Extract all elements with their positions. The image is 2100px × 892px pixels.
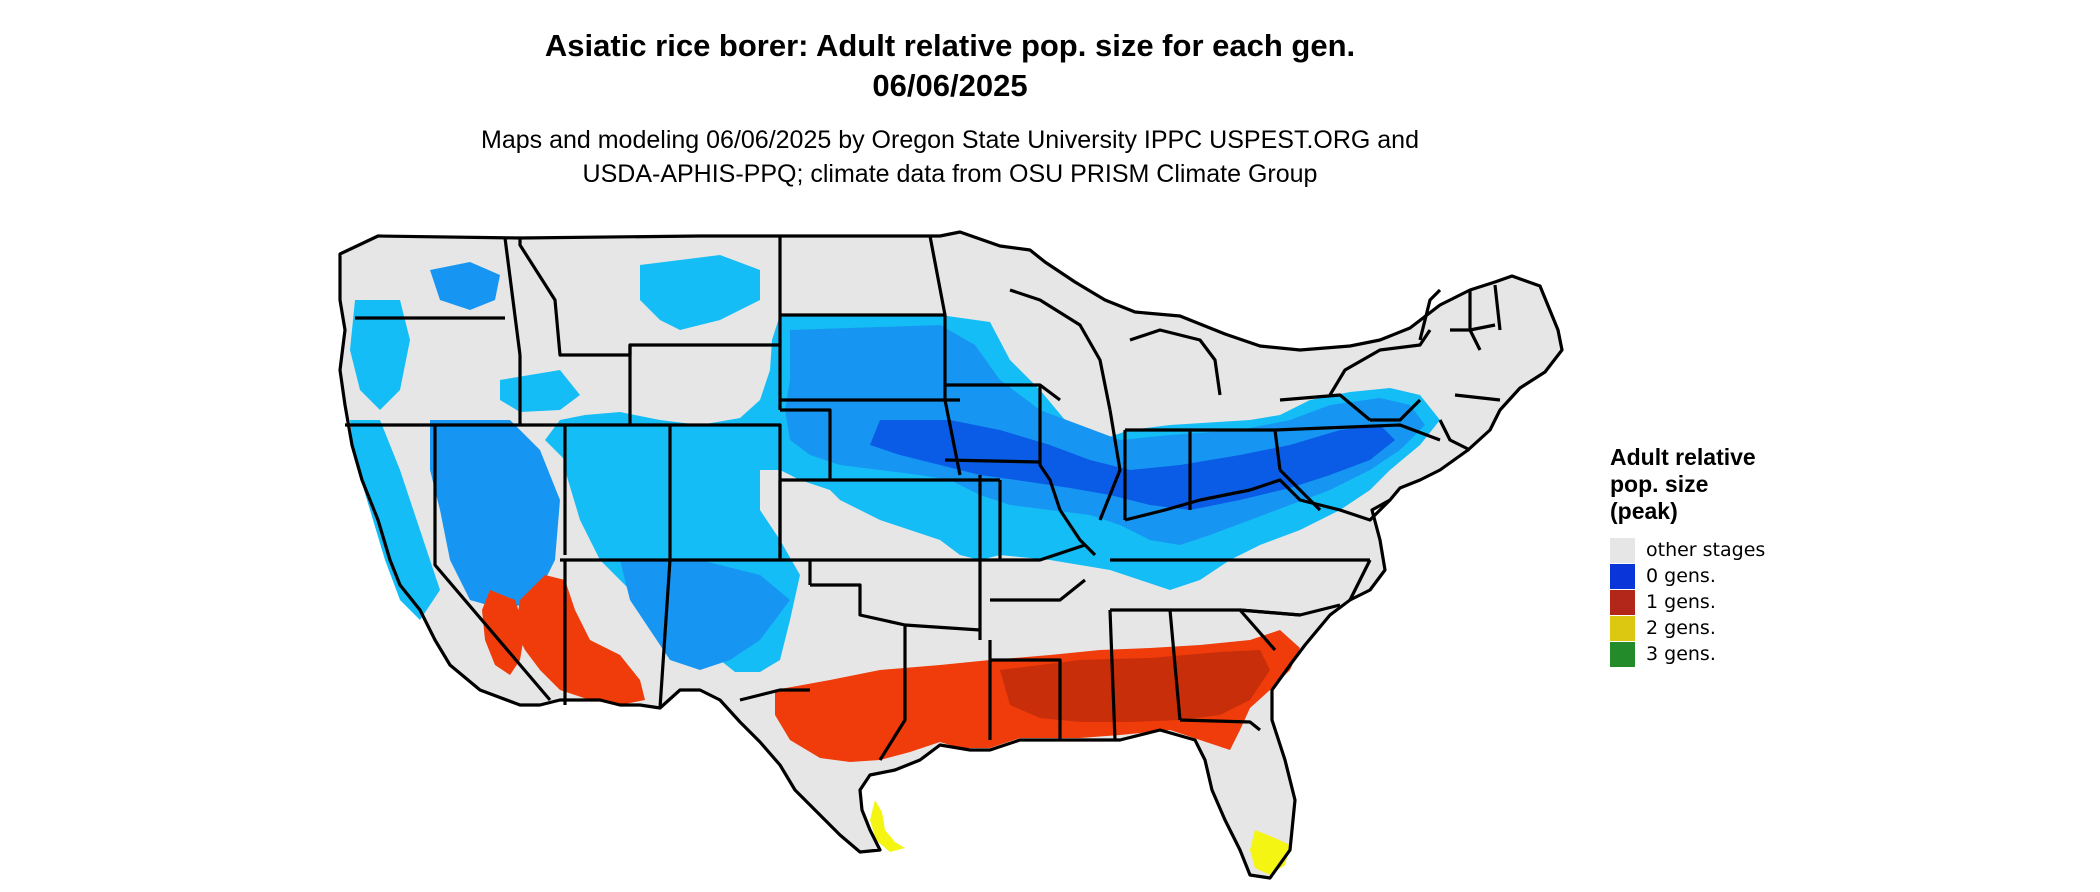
zone-1-gens-south-dark <box>1000 650 1270 722</box>
map-title: Asiatic rice borer: Adult relative pop. … <box>544 28 1356 63</box>
legend-swatch <box>1610 563 1635 589</box>
legend-title-line-3: (peak) <box>1610 498 1678 524</box>
zone-0-gens-west-5 <box>620 560 790 670</box>
legend-title-line-2: pop. size <box>1610 471 1709 497</box>
zone-0-gens-dark <box>870 420 1395 510</box>
state-borders <box>338 230 1564 880</box>
legend-item-1-gens: 1 gens. <box>1610 589 1830 615</box>
outline-border <box>338 230 1564 880</box>
legend-item-3-gens: 3 gens. <box>1610 641 1830 667</box>
legend-swatch <box>1610 615 1635 641</box>
us-landmass <box>340 232 1562 878</box>
legend-items: other stages 0 gens. 1 gens. 2 gens. 3 g… <box>1610 537 1830 667</box>
legend-label: 1 gens. <box>1646 590 1716 613</box>
zone-0-gens-west-3 <box>430 420 560 610</box>
legend-item-0-gens: 0 gens. <box>1610 563 1830 589</box>
zone-0-gens-west-2 <box>640 255 760 330</box>
zone-1-gens-southwest-2 <box>482 590 525 675</box>
legend-label: 0 gens. <box>1646 564 1716 587</box>
map-credit-line-2: USDA-APHIS-PPQ; climate data from OSU PR… <box>582 160 1318 188</box>
legend-title-line-1: Adult relative <box>1610 444 1756 470</box>
map-date: 06/06/2025 <box>872 68 1028 103</box>
legend-label: other stages <box>1646 538 1766 561</box>
legend-item-other-stages: other stages <box>1610 537 1830 563</box>
legend-swatch <box>1610 641 1635 667</box>
legend-label: 2 gens. <box>1646 616 1716 639</box>
zone-2-gens-texas-tip <box>870 800 905 852</box>
legend-title: Adult relative pop. size (peak) <box>1610 444 1830 525</box>
map-credit-line-1: Maps and modeling 06/06/2025 by Oregon S… <box>481 126 1419 154</box>
legend-item-2-gens: 2 gens. <box>1610 615 1830 641</box>
legend-label: 3 gens. <box>1646 642 1716 665</box>
zone-0-gens-west-1 <box>430 262 500 310</box>
zone-0-gens-west-6 <box>350 300 410 410</box>
zone-0-gens-west-7 <box>350 420 440 620</box>
zone-1-gens-southwest <box>515 575 645 705</box>
us-map <box>338 230 1564 880</box>
zone-0-gens-west-4 <box>560 420 700 600</box>
legend-swatch <box>1610 537 1635 563</box>
legend: Adult relative pop. size (peak) other st… <box>1610 444 1830 667</box>
legend-swatch <box>1610 589 1635 615</box>
